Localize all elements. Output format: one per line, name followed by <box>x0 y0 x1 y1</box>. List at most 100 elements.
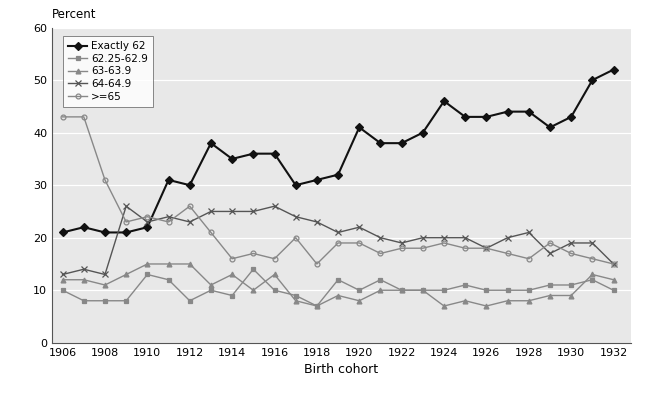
63-63.9 <box>525 298 533 303</box>
63-63.9 <box>144 262 151 266</box>
>=65 <box>250 251 257 256</box>
>=65 <box>292 235 300 240</box>
63-63.9 <box>376 288 384 293</box>
63-63.9 <box>122 272 130 277</box>
63-63.9 <box>228 272 236 277</box>
63-63.9 <box>588 272 596 277</box>
64-64.9 <box>419 235 427 240</box>
64-64.9 <box>504 235 512 240</box>
Exactly 62 <box>482 115 490 119</box>
64-64.9 <box>440 235 448 240</box>
62.25-62.9 <box>398 288 406 293</box>
64-64.9 <box>546 251 554 256</box>
Exactly 62 <box>376 141 384 145</box>
62.25-62.9 <box>270 288 278 293</box>
Exactly 62 <box>207 141 215 145</box>
64-64.9 <box>250 209 257 214</box>
Line: >=65: >=65 <box>60 114 616 266</box>
64-64.9 <box>58 272 66 277</box>
Line: 63-63.9: 63-63.9 <box>60 262 616 309</box>
Exactly 62 <box>356 125 363 130</box>
>=65 <box>122 219 130 224</box>
>=65 <box>144 214 151 219</box>
62.25-62.9 <box>525 288 533 293</box>
64-64.9 <box>462 235 469 240</box>
>=65 <box>58 115 66 119</box>
Line: 62.25-62.9: 62.25-62.9 <box>60 267 616 309</box>
>=65 <box>462 246 469 251</box>
62.25-62.9 <box>80 298 88 303</box>
63-63.9 <box>313 304 321 309</box>
64-64.9 <box>376 235 384 240</box>
63-63.9 <box>292 298 300 303</box>
62.25-62.9 <box>334 277 342 282</box>
>=65 <box>610 262 617 266</box>
>=65 <box>186 204 194 208</box>
62.25-62.9 <box>546 282 554 287</box>
Exactly 62 <box>186 183 194 188</box>
64-64.9 <box>122 204 130 208</box>
63-63.9 <box>80 277 88 282</box>
62.25-62.9 <box>144 272 151 277</box>
63-63.9 <box>419 288 427 293</box>
62.25-62.9 <box>567 282 575 287</box>
64-64.9 <box>144 219 151 224</box>
Exactly 62 <box>164 178 172 182</box>
Exactly 62 <box>525 109 533 114</box>
64-64.9 <box>525 230 533 235</box>
>=65 <box>80 115 88 119</box>
62.25-62.9 <box>122 298 130 303</box>
62.25-62.9 <box>250 267 257 271</box>
63-63.9 <box>440 304 448 309</box>
62.25-62.9 <box>504 288 512 293</box>
64-64.9 <box>356 225 363 230</box>
63-63.9 <box>334 293 342 298</box>
64-64.9 <box>313 219 321 224</box>
>=65 <box>164 219 172 224</box>
64-64.9 <box>101 272 109 277</box>
63-63.9 <box>164 262 172 266</box>
63-63.9 <box>101 282 109 287</box>
64-64.9 <box>292 214 300 219</box>
>=65 <box>228 256 236 261</box>
62.25-62.9 <box>440 288 448 293</box>
63-63.9 <box>270 272 278 277</box>
62.25-62.9 <box>292 293 300 298</box>
>=65 <box>546 241 554 245</box>
63-63.9 <box>58 277 66 282</box>
>=65 <box>525 256 533 261</box>
62.25-62.9 <box>462 282 469 287</box>
62.25-62.9 <box>356 288 363 293</box>
63-63.9 <box>250 288 257 293</box>
Exactly 62 <box>80 225 88 230</box>
62.25-62.9 <box>228 293 236 298</box>
63-63.9 <box>546 293 554 298</box>
Line: 64-64.9: 64-64.9 <box>59 203 617 278</box>
62.25-62.9 <box>313 304 321 309</box>
63-63.9 <box>398 288 406 293</box>
62.25-62.9 <box>164 277 172 282</box>
64-64.9 <box>482 246 490 251</box>
>=65 <box>313 262 321 266</box>
>=65 <box>567 251 575 256</box>
>=65 <box>398 246 406 251</box>
63-63.9 <box>356 298 363 303</box>
Exactly 62 <box>58 230 66 235</box>
62.25-62.9 <box>58 288 66 293</box>
63-63.9 <box>462 298 469 303</box>
63-63.9 <box>482 304 490 309</box>
X-axis label: Birth cohort: Birth cohort <box>304 363 378 376</box>
Legend: Exactly 62, 62.25-62.9, 63-63.9, 64-64.9, >=65: Exactly 62, 62.25-62.9, 63-63.9, 64-64.9… <box>63 36 153 107</box>
>=65 <box>207 230 215 235</box>
Exactly 62 <box>504 109 512 114</box>
Text: Percent: Percent <box>52 8 96 21</box>
Exactly 62 <box>440 99 448 104</box>
64-64.9 <box>80 267 88 271</box>
>=65 <box>356 241 363 245</box>
64-64.9 <box>567 241 575 245</box>
63-63.9 <box>610 277 617 282</box>
63-63.9 <box>504 298 512 303</box>
Exactly 62 <box>144 225 151 230</box>
Exactly 62 <box>567 115 575 119</box>
63-63.9 <box>186 262 194 266</box>
